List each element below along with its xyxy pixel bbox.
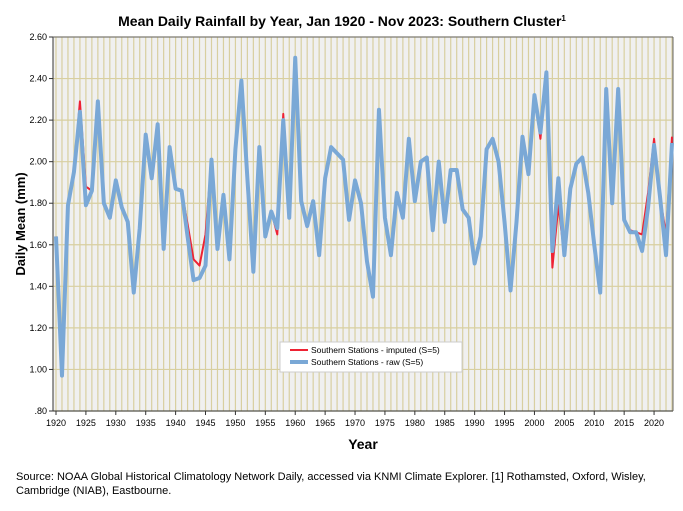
y-tick-label: 2.40 [29, 74, 47, 84]
legend-box [279, 341, 463, 373]
x-tick-label: 1950 [225, 418, 245, 428]
y-tick-label: 1.00 [29, 364, 47, 374]
x-tick-label: 2000 [524, 418, 544, 428]
x-tick-label: 1920 [46, 418, 66, 428]
x-tick-label: 2010 [584, 418, 604, 428]
x-tick-label: 2020 [644, 418, 664, 428]
y-tick-label: 2.00 [29, 157, 47, 167]
legend-label-raw: Southern Stations - raw (S=5) [311, 357, 423, 367]
chart-title: Mean Daily Rainfall by Year, Jan 1920 - … [118, 13, 566, 29]
x-tick-label: 1995 [495, 418, 515, 428]
x-tick-label: 1940 [166, 418, 186, 428]
x-axis-label: Year [348, 436, 378, 452]
x-tick-label: 1960 [285, 418, 305, 428]
axes: 2.60 2.40 2.20 2.00 1.80 1.60 1.40 1.20 1.00 .80 1… [29, 32, 674, 428]
series-lines [54, 55, 674, 378]
y-tick-label: .80 [34, 406, 47, 416]
y-tick-label: 1.60 [29, 240, 47, 250]
x-tick-label: 1955 [255, 418, 275, 428]
legend: Southern Stations - imputed (S=5) Southe… [279, 341, 463, 373]
x-tick-label: 1975 [375, 418, 395, 428]
x-tick-label: 1945 [195, 418, 215, 428]
y-tick-label: 1.80 [29, 198, 47, 208]
legend-label-imputed: Southern Stations - imputed (S=5) [311, 345, 440, 355]
x-tick-label: 1925 [76, 418, 96, 428]
x-tick-label: 1935 [136, 418, 156, 428]
x-tick-label: 1965 [315, 418, 335, 428]
x-tick-label: 1980 [405, 418, 425, 428]
source-note: Source: NOAA Global Historical Climatolo… [16, 471, 646, 497]
y-tick-label: 2.20 [29, 115, 47, 125]
y-tick-label: 2.60 [29, 32, 47, 42]
x-tick-label: 2015 [614, 418, 634, 428]
y-tick-label: 1.40 [29, 281, 47, 291]
x-tick-label: 1990 [465, 418, 485, 428]
y-tick-label: 1.20 [29, 323, 47, 333]
x-tick-label: 1930 [106, 418, 126, 428]
x-tick-label: 1970 [345, 418, 365, 428]
y-axis-label: Daily Mean (mm) [13, 172, 28, 275]
x-tick-label: 2005 [554, 418, 574, 428]
series-line-raw [54, 55, 674, 378]
x-tick-label: 1985 [435, 418, 455, 428]
